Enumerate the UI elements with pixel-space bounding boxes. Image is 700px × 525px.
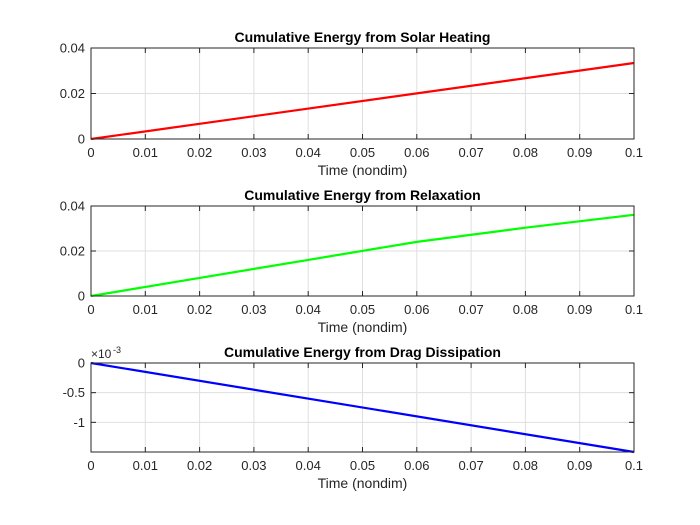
x-tick-label: 0.01 — [133, 145, 158, 160]
chart-title: Cumulative Energy from Solar Heating — [235, 29, 491, 45]
x-tick-label: 0.02 — [187, 458, 212, 473]
x-tick-label: 0.05 — [350, 302, 375, 317]
x-tick-label: 0.06 — [404, 458, 429, 473]
y-exponent-label: ×10 — [91, 347, 112, 361]
x-tick-label: 0.01 — [133, 302, 158, 317]
y-tick-label: 0.04 — [60, 199, 85, 214]
y-exponent-power: -3 — [113, 345, 121, 355]
x-tick-label: 0.03 — [241, 458, 266, 473]
x-axis-label: Time (nondim) — [318, 475, 408, 491]
x-tick-label: 0.06 — [404, 302, 429, 317]
subplot-2: 0 0.01 0.02 0.03 0.04 0.05 0.06 0.07 0.08 0.09 0.1… — [60, 187, 643, 335]
x-tick-label: 0.04 — [296, 458, 321, 473]
x-tick-label: 0.1 — [625, 145, 643, 160]
y-tick-label: 0 — [78, 289, 85, 304]
y-tick-label: 0.04 — [60, 41, 85, 56]
y-tick-label: -1 — [73, 415, 85, 430]
y-tick-label: 0 — [78, 132, 85, 147]
y-tick-label: -0.5 — [63, 385, 85, 400]
chart-title: Cumulative Energy from Drag Dissipation — [224, 344, 501, 360]
y-tick-label: 0 — [78, 356, 85, 371]
y-tick-label: 0.02 — [60, 86, 85, 101]
x-axis-label: Time (nondim) — [318, 162, 408, 178]
x-tick-label: 0.02 — [187, 145, 212, 160]
x-tick-label: 0 — [87, 302, 94, 317]
x-tick-label: 0.07 — [458, 458, 483, 473]
x-tick-label: 0.03 — [241, 302, 266, 317]
x-tick-label: 0.08 — [513, 458, 538, 473]
y-tick-label: 0.02 — [60, 244, 85, 259]
x-tick-label: 0 — [87, 458, 94, 473]
x-tick-label: 0.01 — [133, 458, 158, 473]
x-tick-label: 0.04 — [296, 145, 321, 160]
x-tick-label: 0.09 — [567, 302, 592, 317]
subplot-3: 0 0.01 0.02 0.03 0.04 0.05 0.06 0.07 0.08 0.09 0.1… — [63, 344, 643, 491]
series-line — [90, 213, 635, 298]
x-axis-label: Time (nondim) — [318, 319, 408, 335]
x-tick-label: 0.07 — [458, 145, 483, 160]
x-tick-label: 0.05 — [350, 458, 375, 473]
x-tick-label: 0.09 — [567, 145, 592, 160]
x-tick-label: 0.04 — [296, 302, 321, 317]
series-line — [90, 361, 635, 454]
x-tick-label: 0.06 — [404, 145, 429, 160]
series-line — [90, 61, 635, 141]
x-tick-label: 0.03 — [241, 145, 266, 160]
x-tick-label: 0.05 — [350, 145, 375, 160]
x-tick-label: 0.08 — [513, 145, 538, 160]
x-tick-label: 0.02 — [187, 302, 212, 317]
chart-title: Cumulative Energy from Relaxation — [244, 187, 481, 203]
x-tick-label: 0 — [87, 145, 94, 160]
x-tick-label: 0.1 — [625, 458, 643, 473]
x-tick-label: 0.1 — [625, 302, 643, 317]
x-tick-label: 0.07 — [458, 302, 483, 317]
x-tick-label: 0.09 — [567, 458, 592, 473]
x-tick-label: 0.08 — [513, 302, 538, 317]
subplot-1: 0 0.01 0.02 0.03 0.04 0.05 0.06 0.07 0.08 0.09 0.1… — [60, 29, 643, 178]
